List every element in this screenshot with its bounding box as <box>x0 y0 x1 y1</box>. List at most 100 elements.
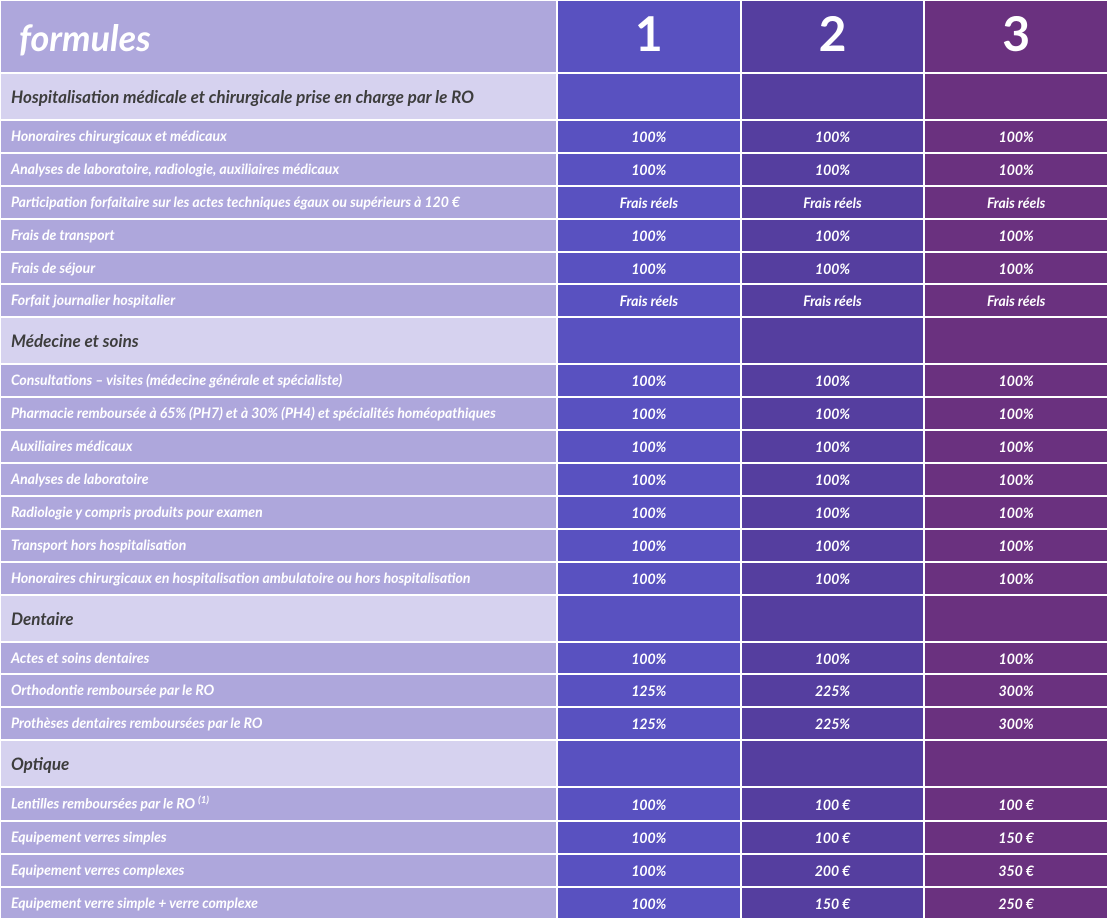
section-empty-cell <box>924 740 1108 787</box>
row-value: 250 € <box>924 887 1108 919</box>
section-label: Dentaire <box>0 595 557 642</box>
row-value: 100% <box>557 153 741 186</box>
row-value: 100% <box>924 642 1108 675</box>
row-value: 225% <box>741 707 925 740</box>
row-label: Consultations – visites (médecine généra… <box>0 364 557 397</box>
row-value: 100% <box>557 397 741 430</box>
row-label: Honoraires chirurgicaux en hospitalisati… <box>0 562 557 595</box>
row-value: 100% <box>741 397 925 430</box>
row-value: 100% <box>741 463 925 496</box>
section-label: Hospitalisation médicale et chirurgicale… <box>0 73 557 120</box>
row-label: Forfait journalier hospitalier <box>0 284 557 317</box>
section-empty-cell <box>557 73 741 120</box>
table-row: Actes et soins dentaires100%100%100% <box>0 642 1108 675</box>
row-value: 100% <box>924 430 1108 463</box>
row-value: Frais réels <box>557 186 741 219</box>
table-row: Frais de transport100%100%100% <box>0 219 1108 252</box>
row-value: Frais réels <box>557 284 741 317</box>
row-label: Frais de séjour <box>0 252 557 285</box>
table-row: Lentilles remboursées par le RO (1)100%1… <box>0 787 1108 821</box>
row-value: 125% <box>557 674 741 707</box>
row-value: 100% <box>557 562 741 595</box>
row-value: 100% <box>557 787 741 821</box>
row-label: Honoraires chirurgicaux et médicaux <box>0 120 557 153</box>
table-row: Equipement verres simples100%100 €150 € <box>0 821 1108 854</box>
row-value: 125% <box>557 707 741 740</box>
row-label: Actes et soins dentaires <box>0 642 557 675</box>
section-empty-cell <box>557 595 741 642</box>
row-value: 100% <box>924 120 1108 153</box>
plan-header-1: 1 <box>557 0 741 73</box>
row-value: 150 € <box>741 887 925 919</box>
row-label: Radiologie y compris produits pour exame… <box>0 496 557 529</box>
section-label: Médecine et soins <box>0 317 557 364</box>
row-value: 100% <box>557 854 741 887</box>
row-value: 100 € <box>741 821 925 854</box>
row-value: 100% <box>557 252 741 285</box>
section-empty-cell <box>557 317 741 364</box>
row-value: 100% <box>924 529 1108 562</box>
footnote-ref: (1) <box>198 794 209 806</box>
section-empty-cell <box>741 595 925 642</box>
section-label: Optique <box>0 740 557 787</box>
row-label: Pharmacie remboursée à 65% (PH7) et à 30… <box>0 397 557 430</box>
row-value: 100% <box>557 887 741 919</box>
row-value: 100% <box>557 642 741 675</box>
table-row: Radiologie y compris produits pour exame… <box>0 496 1108 529</box>
row-label: Equipement verre simple + verre complexe <box>0 887 557 919</box>
table-row: Honoraires chirurgicaux en hospitalisati… <box>0 562 1108 595</box>
section-header: Dentaire <box>0 595 1108 642</box>
row-value: 200 € <box>741 854 925 887</box>
row-value: 100% <box>924 562 1108 595</box>
section-empty-cell <box>924 73 1108 120</box>
row-label: Equipement verres simples <box>0 821 557 854</box>
row-value: 100% <box>741 642 925 675</box>
table-row: Participation forfaitaire sur les actes … <box>0 186 1108 219</box>
table-row: Equipement verres complexes100%200 €350 … <box>0 854 1108 887</box>
section-header: Médecine et soins <box>0 317 1108 364</box>
row-value: 100% <box>557 496 741 529</box>
row-value: 100% <box>924 463 1108 496</box>
header-row: formules 123 <box>0 0 1108 73</box>
row-value: 100% <box>741 364 925 397</box>
row-value: 100% <box>557 219 741 252</box>
section-empty-cell <box>741 73 925 120</box>
row-label: Lentilles remboursées par le RO (1) <box>0 787 557 821</box>
formules-table: formules 123 Hospitalisation médicale et… <box>0 0 1108 919</box>
row-value: 100% <box>557 529 741 562</box>
row-value: 100% <box>741 219 925 252</box>
table-row: Orthodontie remboursée par le RO125%225%… <box>0 674 1108 707</box>
row-value: 100% <box>924 397 1108 430</box>
row-value: 300% <box>924 707 1108 740</box>
row-value: 100% <box>557 364 741 397</box>
row-value: Frais réels <box>741 186 925 219</box>
row-value: 100% <box>924 496 1108 529</box>
table-title: formules <box>0 0 557 73</box>
row-value: Frais réels <box>741 284 925 317</box>
table-row: Auxiliaires médicaux100%100%100% <box>0 430 1108 463</box>
row-label: Analyses de laboratoire <box>0 463 557 496</box>
table-row: Honoraires chirurgicaux et médicaux100%1… <box>0 120 1108 153</box>
row-value: 100% <box>924 219 1108 252</box>
table-row: Forfait journalier hospitalierFrais réel… <box>0 284 1108 317</box>
plan-header-2: 2 <box>741 0 925 73</box>
section-empty-cell <box>741 317 925 364</box>
table-row: Frais de séjour100%100%100% <box>0 252 1108 285</box>
row-label: Transport hors hospitalisation <box>0 529 557 562</box>
row-label: Orthodontie remboursée par le RO <box>0 674 557 707</box>
row-value: 100% <box>741 153 925 186</box>
table-row: Transport hors hospitalisation100%100%10… <box>0 529 1108 562</box>
row-value: 100% <box>741 430 925 463</box>
section-header: Hospitalisation médicale et chirurgicale… <box>0 73 1108 120</box>
row-label: Auxiliaires médicaux <box>0 430 557 463</box>
row-value: 100% <box>557 120 741 153</box>
row-value: 100% <box>924 364 1108 397</box>
row-value: 300% <box>924 674 1108 707</box>
section-empty-cell <box>924 317 1108 364</box>
table-row: Analyses de laboratoire, radiologie, aux… <box>0 153 1108 186</box>
table-row: Analyses de laboratoire100%100%100% <box>0 463 1108 496</box>
row-value: 100% <box>924 153 1108 186</box>
row-value: 100 € <box>741 787 925 821</box>
row-value: 150 € <box>924 821 1108 854</box>
table-row: Prothèses dentaires remboursées par le R… <box>0 707 1108 740</box>
